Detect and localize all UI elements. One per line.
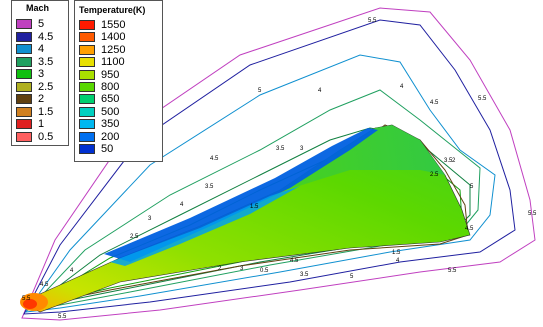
contour-label: 5.5 bbox=[528, 211, 537, 217]
contour-label: 3 bbox=[240, 266, 244, 272]
contour-label: 4.5 bbox=[465, 226, 474, 232]
contour-label: 4.5 bbox=[430, 100, 439, 106]
temperature-legend-swatch bbox=[79, 20, 95, 30]
contour-label: 2 bbox=[452, 158, 456, 164]
contour-label: 1.5 bbox=[392, 250, 401, 256]
contour-label: 3 bbox=[300, 146, 304, 152]
temperature-legend-swatch bbox=[79, 131, 95, 142]
contour-line-3-5 bbox=[29, 127, 471, 309]
contour-label: 5.5 bbox=[58, 314, 67, 320]
mach-legend-swatch bbox=[16, 94, 32, 104]
mach-legend-label: 2 bbox=[38, 93, 45, 105]
temperature-legend-swatch bbox=[79, 82, 95, 92]
cold-leading-edge-strip bbox=[104, 128, 378, 262]
mach-legend-label: 2.5 bbox=[38, 80, 54, 93]
mach-legend-label: 0.5 bbox=[38, 130, 54, 143]
contour-label: 2 bbox=[218, 266, 222, 272]
contour-line-5 bbox=[23, 19, 516, 315]
temperature-legend-label: 1100 bbox=[101, 56, 125, 69]
mach-legend-swatch bbox=[16, 56, 32, 67]
temperature-legend-label: 50 bbox=[101, 143, 114, 155]
mach-legend-label: 3.5 bbox=[38, 55, 54, 68]
contour-label: 4.5 bbox=[40, 282, 49, 288]
temperature-legend-swatch bbox=[79, 119, 95, 130]
contour-label: 3 bbox=[148, 216, 152, 222]
mach-legend-swatch bbox=[16, 81, 32, 92]
contour-label: 5.5 bbox=[448, 268, 457, 274]
contour-label: 5 bbox=[350, 274, 354, 280]
vehicle-surface bbox=[20, 124, 471, 313]
temperature-legend-swatch bbox=[79, 144, 95, 154]
contour-label: 3.5 bbox=[300, 272, 309, 278]
contour-label: 4 bbox=[180, 202, 184, 208]
mach-legend-label: 4 bbox=[38, 43, 45, 55]
temperature-legend-label: 950 bbox=[101, 68, 120, 81]
contour-label: 3.5 bbox=[276, 146, 285, 152]
contour-label: 3.5 bbox=[444, 158, 453, 164]
mach-legend-swatch bbox=[16, 69, 32, 79]
contour-label: 3.5 bbox=[205, 184, 214, 190]
temperature-legend-label: 200 bbox=[101, 130, 120, 143]
contour-label: 5 bbox=[258, 88, 262, 94]
temperature-legend-swatch bbox=[79, 57, 95, 68]
temperature-legend-label: 800 bbox=[101, 81, 120, 93]
temperature-legend-title: Temperature(K) bbox=[79, 5, 146, 15]
body-upper-face bbox=[120, 125, 445, 258]
mach-legend-label: 1.5 bbox=[38, 105, 54, 118]
mach-legend-label: 5 bbox=[38, 18, 45, 30]
temperature-legend-label: 1550 bbox=[101, 19, 126, 31]
mach-legend-label: 4.5 bbox=[38, 30, 54, 43]
mach-legend-label: 3 bbox=[38, 68, 45, 80]
contour-label: 2.5 bbox=[430, 172, 439, 178]
mach-legend-label: 1 bbox=[38, 118, 45, 130]
mach-legend-swatch bbox=[16, 19, 32, 29]
contour-label: 4 bbox=[400, 84, 404, 90]
temperature-legend-swatch bbox=[79, 94, 95, 105]
contour-label: 5.5 bbox=[22, 296, 31, 302]
contour-label: 0.5 bbox=[260, 268, 269, 274]
mach-legend: Mach 5 4.5 4 3.5 3 2.5 2 1.5 1 0.5 bbox=[11, 0, 69, 146]
contour-label: 4.5 bbox=[290, 258, 299, 264]
cold-strip-lower bbox=[110, 186, 300, 266]
temperature-legend-swatch bbox=[79, 32, 95, 43]
temperature-legend-label: 650 bbox=[101, 93, 120, 106]
contour-label: 5 bbox=[470, 184, 474, 190]
temperature-legend-label: 350 bbox=[101, 118, 120, 131]
temperature-legend-label: 1400 bbox=[101, 31, 126, 44]
contour-label: 5.5 bbox=[478, 96, 487, 102]
contour-label: 1.5 bbox=[250, 204, 259, 210]
contour-line-5-5 bbox=[21, 7, 536, 321]
mach-legend-swatch bbox=[16, 119, 32, 129]
contour-line-4 bbox=[26, 89, 481, 311]
contour-label: 4 bbox=[318, 88, 322, 94]
stagnation-hot-core bbox=[23, 299, 37, 309]
temperature-legend-label: 500 bbox=[101, 105, 120, 118]
temperature-legend: Temperature(K) 1550 1400 1250 1100 950 800 650… bbox=[74, 0, 163, 162]
temperature-legend-swatch bbox=[79, 44, 95, 55]
contour-value-labels: 5.5 5.5 5.5 5.5 5.5 5.5 5 5 5 4.5 4.5 4.… bbox=[22, 18, 537, 320]
contour-label: 4.5 bbox=[210, 156, 219, 162]
contour-label: 5.5 bbox=[368, 18, 377, 24]
temperature-legend-swatch bbox=[79, 106, 95, 117]
temperature-legend-label: 1250 bbox=[101, 43, 126, 56]
mach-legend-swatch bbox=[16, 44, 32, 54]
mach-legend-swatch bbox=[16, 31, 32, 42]
mach-legend-title: Mach bbox=[26, 3, 50, 13]
contour-label: 4 bbox=[70, 268, 74, 274]
contour-label: 4 bbox=[396, 258, 400, 264]
contour-label: 2.5 bbox=[130, 234, 139, 240]
mach-legend-swatch bbox=[16, 131, 32, 142]
temperature-legend-swatch bbox=[79, 69, 95, 80]
contour-line-4-5 bbox=[24, 54, 496, 313]
mach-legend-swatch bbox=[16, 106, 32, 117]
